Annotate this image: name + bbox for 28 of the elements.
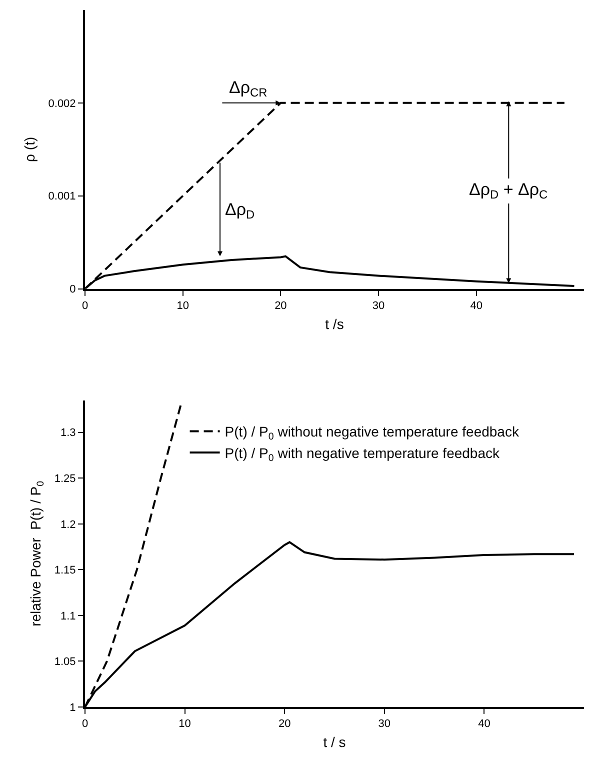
- x-tick-label: 20: [274, 300, 287, 312]
- y-tick-label: 1.15: [54, 564, 76, 577]
- y-tick-label: 0.002: [48, 98, 76, 110]
- annotation: Δρ$_{D}$ + Δρ$_{C}$: [469, 180, 548, 202]
- x-tick-label: 10: [176, 300, 189, 312]
- y-tick-label: 0: [70, 284, 76, 296]
- x-tick-label: 20: [278, 718, 291, 730]
- y-tick-label: 1.2: [60, 518, 76, 531]
- x-tick-label: 0: [82, 300, 88, 312]
- y-tick-label: 0.001: [48, 190, 76, 203]
- annotation: Δρ$_{CR}$: [229, 78, 268, 100]
- x-tick-label: 30: [372, 300, 385, 312]
- x-tick-label: 40: [478, 718, 490, 730]
- x-tick-label: 40: [470, 300, 482, 312]
- y-tick-label: 1.1: [60, 610, 76, 622]
- annotation: Δρ$_{D}$: [225, 200, 256, 222]
- y-tick-label: 1.3: [60, 427, 76, 440]
- x-axis-title: t / s: [323, 734, 346, 750]
- legend-label: P(t) / P$_{0}$ with negative temperature feedback: [224, 444, 501, 464]
- y-tick-label: 1.05: [54, 656, 76, 668]
- x-tick-label: 30: [378, 718, 391, 730]
- legend-label: P(t) / P$_{0}$ without negative temperature feedback: [224, 424, 520, 443]
- x-tick-label: 10: [178, 718, 191, 730]
- y-tick-label: 1.25: [54, 472, 76, 485]
- x-axis-title: t /s: [325, 316, 344, 332]
- y-tick-label: 1: [70, 702, 76, 714]
- y-axis-title: ρ (t): [21, 136, 38, 162]
- x-tick-label: 0: [82, 718, 88, 730]
